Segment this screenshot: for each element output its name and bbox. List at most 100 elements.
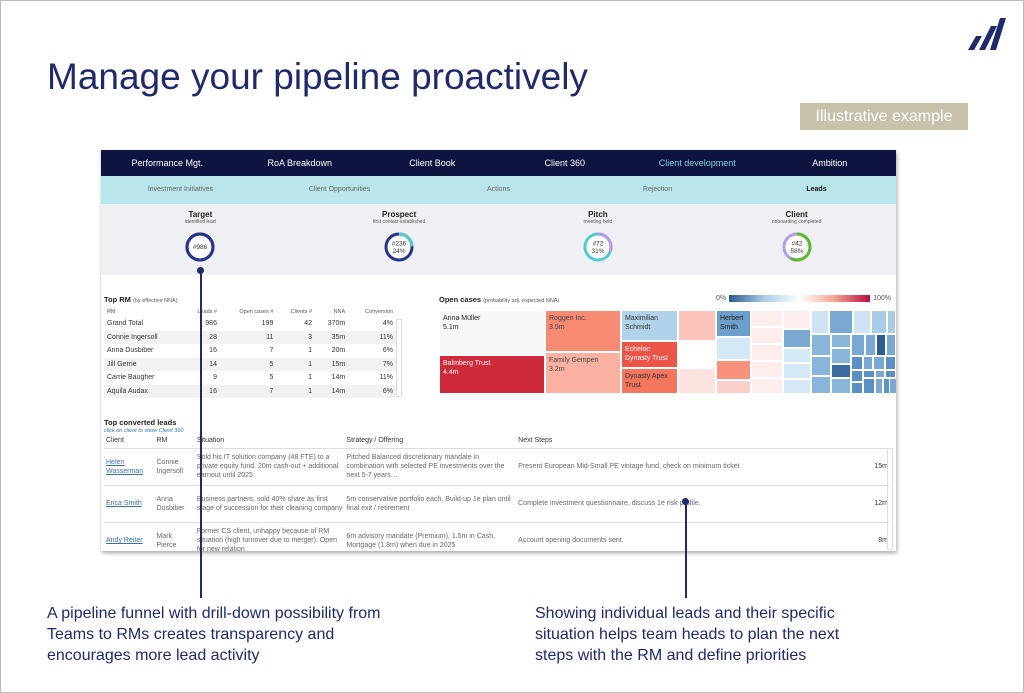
treemap-cell[interactable] bbox=[783, 363, 811, 379]
table-row[interactable]: Jill Gerrie 14 5 1 15m 7% bbox=[104, 357, 396, 372]
column-header[interactable]: Clients # bbox=[290, 308, 313, 315]
nav-tab[interactable]: Client development bbox=[658, 158, 736, 168]
column-header[interactable] bbox=[788, 434, 890, 449]
pipeline-funnel: Target identified lead #986 Prospect first… bbox=[101, 204, 896, 275]
subnav-tab[interactable]: Client Opportunities bbox=[308, 186, 371, 193]
treemap-cell[interactable] bbox=[751, 327, 783, 344]
treemap-cell[interactable] bbox=[831, 348, 851, 364]
treemap-cell[interactable] bbox=[716, 380, 751, 394]
treemap-cell[interactable]: Dynasty Apex Trust bbox=[621, 368, 678, 394]
treemap-cell[interactable] bbox=[851, 382, 863, 394]
treemap-cell[interactable] bbox=[831, 378, 851, 394]
stage-donut: #986 bbox=[185, 232, 215, 262]
funnel-stage[interactable]: Target identified lead #986 bbox=[101, 204, 300, 275]
table-row[interactable]: Helen Wasserman Connie Ingersoll Sold his … bbox=[104, 448, 890, 486]
treemap-cell[interactable] bbox=[871, 310, 887, 334]
funnel-stage[interactable]: Pitch meeting held #72 31% bbox=[499, 204, 698, 275]
column-header[interactable]: RM bbox=[154, 434, 195, 449]
treemap-cell[interactable] bbox=[831, 364, 851, 378]
treemap-cell[interactable] bbox=[678, 310, 716, 341]
treemap-cell[interactable] bbox=[875, 370, 885, 378]
subnav-tab[interactable]: Investment Initiatives bbox=[147, 186, 214, 193]
column-header[interactable]: Open cases # bbox=[239, 308, 274, 315]
cell-value: 4.4m bbox=[443, 369, 459, 376]
table-cell: 1 bbox=[276, 357, 316, 372]
treemap-cell[interactable] bbox=[783, 348, 811, 363]
table-cell: 5 bbox=[219, 371, 277, 385]
top-rm-scrollbar[interactable] bbox=[396, 319, 402, 397]
treemap-cell[interactable] bbox=[851, 356, 863, 370]
treemap-cell[interactable] bbox=[751, 361, 783, 378]
table-row[interactable]: Aquila Audax 16 7 1 14m 6% bbox=[104, 384, 396, 399]
client-link[interactable]: Andy Reiter bbox=[106, 537, 143, 544]
treemap-cell[interactable] bbox=[886, 334, 896, 356]
treemap-cell[interactable]: Roggen Inc. 3.5m bbox=[545, 310, 621, 352]
client-link[interactable]: Erica Smith bbox=[106, 500, 142, 507]
treemap-cell[interactable] bbox=[851, 370, 863, 382]
treemap-cell[interactable] bbox=[751, 344, 783, 361]
treemap-cell[interactable] bbox=[889, 378, 896, 394]
table-row[interactable]: Connie Ingersoll 28 11 3 35m 11% bbox=[104, 330, 396, 345]
table-row[interactable]: Andy Reiter Mark Pierce Former CS client, … bbox=[104, 522, 890, 551]
table-cell: 9 bbox=[183, 371, 220, 385]
subnav-tab[interactable]: Leads bbox=[806, 186, 827, 193]
treemap-cell[interactable] bbox=[811, 376, 831, 394]
leads-scrollbar[interactable] bbox=[887, 448, 893, 550]
table-cell: 16 bbox=[183, 344, 220, 358]
nav-tab[interactable]: Performance Mgt. bbox=[131, 158, 204, 168]
funnel-stage[interactable]: Prospect first contact established #236 2… bbox=[300, 204, 499, 275]
treemap-cell[interactable] bbox=[876, 334, 886, 356]
column-header[interactable]: Situation bbox=[194, 434, 345, 449]
treemap-cell[interactable]: Anna Müller 5.1m bbox=[439, 310, 545, 355]
table-row[interactable]: Anna Dusbiber 16 7 1 20m 6% bbox=[104, 344, 396, 358]
treemap-cell[interactable] bbox=[863, 370, 875, 378]
treemap-cell[interactable] bbox=[863, 378, 875, 394]
treemap-cell[interactable] bbox=[865, 334, 876, 356]
treemap-cell[interactable] bbox=[885, 356, 896, 370]
table-row[interactable]: Carrie Baugher 9 5 1 14m 11% bbox=[104, 371, 396, 385]
column-header[interactable]: Conversion bbox=[365, 308, 393, 315]
treemap-cell[interactable] bbox=[831, 334, 851, 348]
treemap-cell[interactable] bbox=[751, 310, 783, 327]
treemap-cell[interactable] bbox=[829, 310, 853, 334]
treemap-cell[interactable] bbox=[811, 334, 831, 356]
nav-tab[interactable]: RoA Breakdown bbox=[267, 158, 333, 168]
funnel-stage[interactable]: Client onboarding completed #42 58% bbox=[697, 204, 896, 275]
column-header[interactable]: Next Steps bbox=[516, 434, 789, 449]
treemap-cell[interactable]: Balmberg Trust 4.4m bbox=[439, 355, 545, 394]
treemap-cell[interactable] bbox=[885, 370, 896, 378]
subnav-tab[interactable]: Actions bbox=[487, 186, 510, 193]
treemap-cell[interactable] bbox=[863, 356, 873, 370]
client-link[interactable]: Helen Wasserman bbox=[106, 458, 144, 475]
column-header[interactable]: Strategy / Offering bbox=[344, 434, 517, 449]
column-header[interactable]: NNA bbox=[333, 308, 346, 315]
treemap-cell[interactable] bbox=[851, 334, 865, 356]
treemap-cell[interactable] bbox=[811, 310, 829, 334]
treemap-cell[interactable] bbox=[783, 310, 811, 329]
table-row[interactable]: Grand Total 986 199 42 370m 4% bbox=[104, 317, 396, 331]
table-cell: Carrie Baugher bbox=[104, 371, 184, 385]
column-header[interactable]: Leads # bbox=[197, 308, 217, 315]
treemap-cell[interactable]: Family Gempen 3.2m bbox=[545, 352, 621, 394]
treemap-cell[interactable] bbox=[853, 310, 871, 334]
treemap-cell[interactable] bbox=[783, 329, 811, 348]
nav-tab[interactable]: Client 360 bbox=[544, 158, 586, 168]
treemap-cell[interactable]: Echelon Dynasty Trust bbox=[621, 341, 678, 368]
treemap-cell[interactable] bbox=[873, 356, 885, 370]
nav-tab[interactable]: Client Book bbox=[409, 158, 456, 168]
column-header[interactable]: RM bbox=[107, 308, 116, 315]
treemap-cell[interactable] bbox=[716, 337, 751, 360]
table-row[interactable]: Erica Smith Anna Dusbiber Business partner… bbox=[104, 485, 890, 523]
treemap-cell[interactable] bbox=[783, 379, 811, 394]
treemap-cell[interactable] bbox=[811, 356, 831, 376]
treemap-cell[interactable] bbox=[887, 310, 896, 334]
subnav-tab[interactable]: Rejection bbox=[642, 186, 673, 193]
treemap-cell[interactable]: Maximilian Schmidt bbox=[621, 310, 678, 341]
treemap-cell[interactable] bbox=[751, 378, 783, 394]
column-header[interactable]: Client bbox=[104, 434, 155, 449]
treemap-cell[interactable]: Herbert Smith bbox=[716, 310, 751, 337]
treemap-cell[interactable] bbox=[716, 360, 751, 380]
treemap-cell[interactable] bbox=[678, 368, 716, 394]
treemap-cell[interactable] bbox=[875, 378, 883, 394]
nav-tab[interactable]: Ambition bbox=[812, 158, 848, 168]
